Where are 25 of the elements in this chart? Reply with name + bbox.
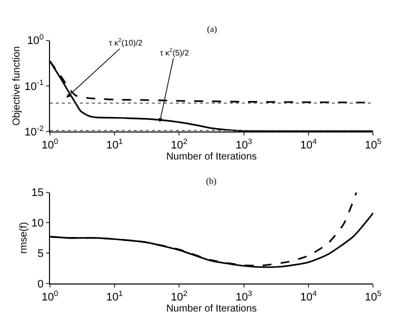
- x-tick-label: 10$^{1}$: [106, 289, 123, 304]
- chart-title: (a): [207, 24, 217, 34]
- x-axis-title: Number of Iterations: [166, 152, 257, 163]
- x-tick-label: 10$^{5}$: [364, 289, 382, 304]
- x-tick-label: 10$^{2}$: [170, 289, 188, 304]
- y-tick-label: 10$^{0}$: [27, 32, 44, 48]
- chart-title: (b): [206, 176, 216, 186]
- annotation: τ κ$^{2}$(5)/2: [160, 48, 190, 58]
- y-axis-title: Objective function: [12, 46, 23, 126]
- y-tick-label: 10$^{-2}$: [24, 124, 44, 138]
- y-tick-label: 5: [38, 248, 44, 260]
- x-tick-label: 10$^{5}$: [364, 137, 382, 152]
- y-tick-label: 15: [31, 187, 44, 200]
- x-tick-label: 10$^{3}$: [236, 289, 252, 304]
- y-tick-label: 10: [31, 218, 44, 230]
- y-axis-title: rmse(f): [18, 222, 30, 254]
- y-tick-label: 10$^{-1}$: [24, 78, 44, 93]
- x-tick-label: 10$^{1}$: [106, 137, 123, 152]
- x-tick-label: 10$^{4}$: [300, 137, 318, 152]
- x-axis-title: Number of Iterations: [166, 304, 257, 315]
- x-tick-label: 10$^{2}$: [170, 137, 188, 152]
- x-tick-label: 10$^{4}$: [300, 289, 318, 304]
- y-tick-label: 0: [38, 278, 44, 290]
- x-tick-label: 10$^{3}$: [236, 137, 252, 152]
- annotation: τ κ$^{2}$(10)/2: [109, 38, 143, 48]
